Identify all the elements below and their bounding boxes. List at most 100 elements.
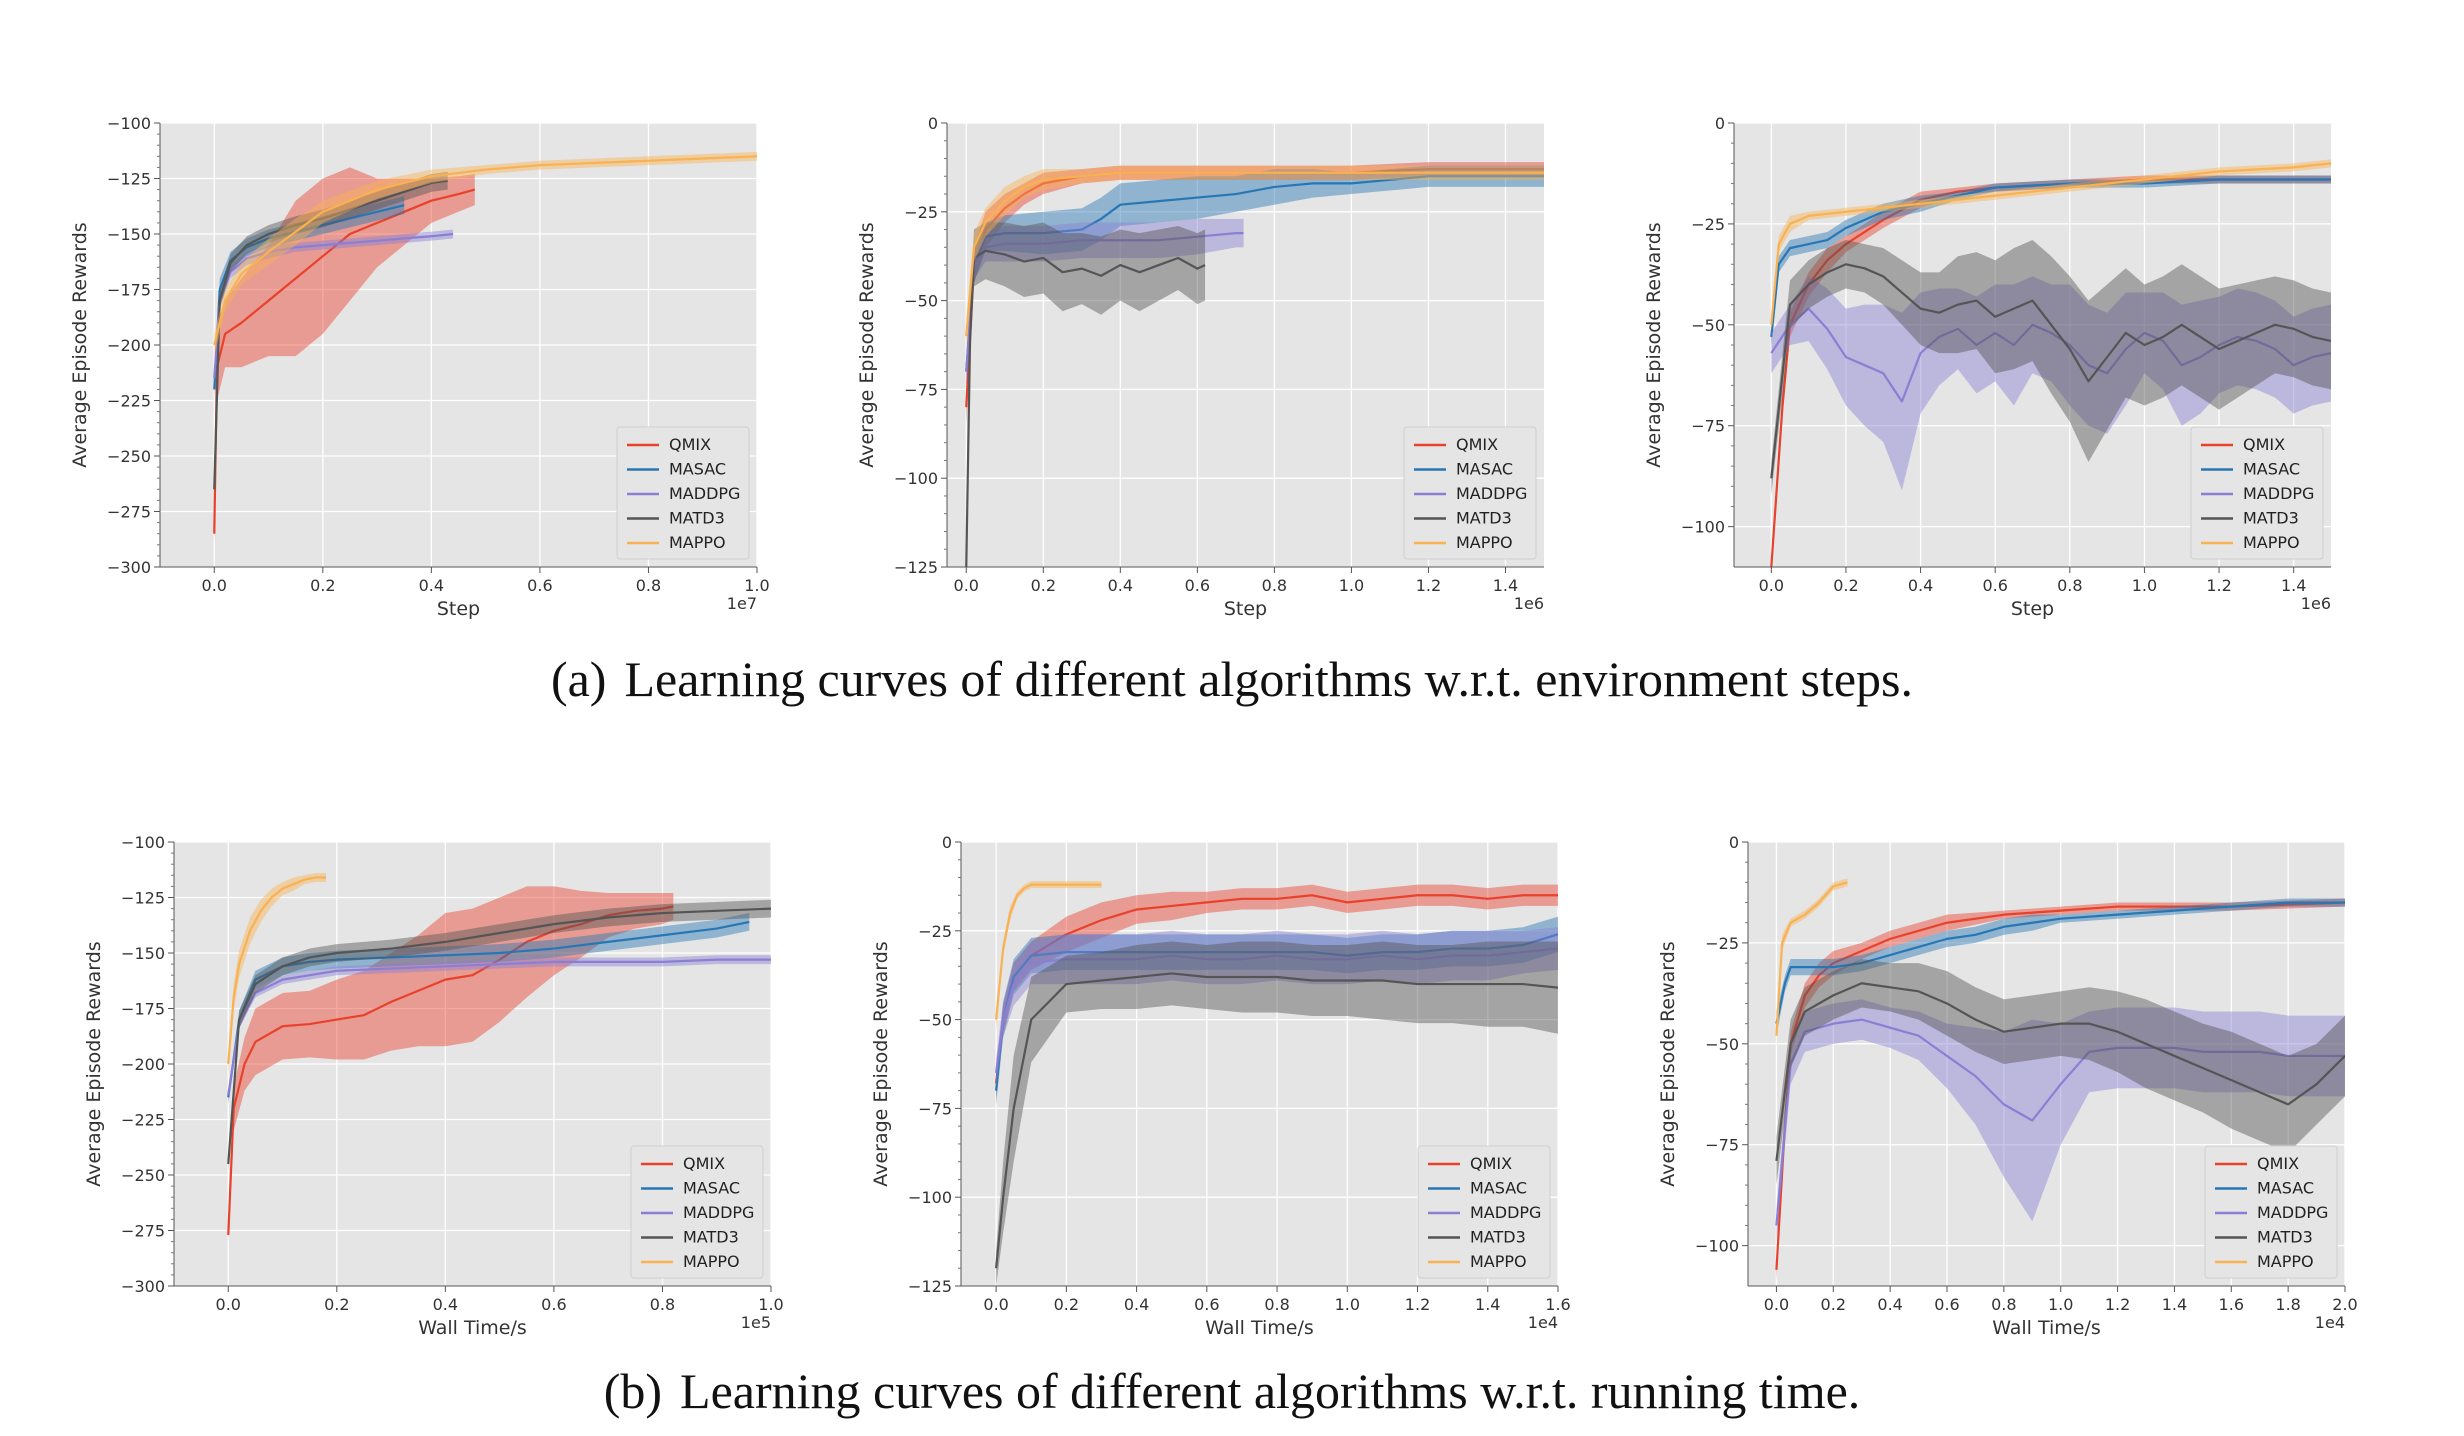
chart-a2-ylabel: Average Episode Rewards: [856, 222, 878, 467]
chart-a1-xlabel: Step: [437, 598, 480, 620]
chart-a1-legend-label-maddpg: MADDPG: [669, 484, 740, 503]
chart-b2: 0.0 0.2 0.4 0.6 0.8 1.0 1.2 1.4 1.6 −125 −100 −75 −5…: [870, 833, 1571, 1339]
chart-a3-xlabel: Step: [2011, 598, 2054, 620]
chart-b3-band-maddpg: [1776, 999, 2345, 1242]
chart-a2-xtick-label: 1.4: [1493, 576, 1518, 595]
chart-b3-ytick-label: −75: [1705, 1136, 1739, 1155]
chart-b3-xtick-label: 0.0: [1764, 1295, 1789, 1314]
chart-b1-line-mappo: [227, 876, 326, 1065]
chart-b3-xtick-label: 2.0: [2332, 1295, 2357, 1314]
chart-a3-series-group: [1770, 159, 2331, 567]
chart-a2-xtick-label: 0.6: [1185, 576, 1210, 595]
chart-a2-ytick-label: −25: [904, 203, 938, 222]
chart-b1-legend-box: [630, 1145, 764, 1279]
chart-b1-legend-label-qmix: QMIX: [683, 1154, 725, 1173]
chart-b3-line-qmix: [1775, 901, 2345, 1270]
chart-b3-xtick-label: 1.6: [2219, 1295, 2244, 1314]
chart-a2-ytick-label: −75: [904, 380, 938, 399]
chart-a3-band-mappo: [1771, 159, 2331, 333]
chart-a1: 0.0 0.2 0.4 0.6 0.8 1.0 −300 −275 −250 −225 −200 −1…: [69, 114, 770, 620]
chart-a1-ytick-label: −125: [107, 170, 151, 189]
chart-a3-line-mappo: [1770, 162, 2331, 325]
chart-b2-line-mappo: [995, 883, 1102, 1020]
chart-b1-xtick-label: 0.0: [216, 1295, 241, 1314]
chart-b2-band-masac: [996, 916, 1558, 1105]
chart-a3-ylabel: Average Episode Rewards: [1643, 222, 1665, 467]
chart-a2-legend: QMIX MASAC MADDPG MATD3 MAPPO: [1403, 426, 1537, 560]
chart-b1-legend-label-matd3: MATD3: [683, 1228, 739, 1247]
chart-a3-legend-label-qmix: QMIX: [2243, 435, 2285, 454]
chart-a3-xtick-label: 0.0: [1759, 576, 1784, 595]
chart-b2-band-qmix: [996, 884, 1558, 1098]
chart-b2-ytick-label: −75: [918, 1099, 952, 1118]
caption-b-text: Learning curves of different algorithms …: [680, 1363, 1861, 1419]
chart-b2-legend-label-maddpg: MADDPG: [1470, 1203, 1541, 1222]
chart-a2-band-qmix: [966, 162, 1544, 425]
chart-b3-ylabel: Average Episode Rewards: [1657, 941, 1679, 1186]
chart-b1: 0.0 0.2 0.4 0.6 0.8 1.0 −300 −275 −250 −225 −200 −1…: [83, 833, 784, 1339]
chart-a1-line-qmix: [213, 188, 476, 534]
chart-b2-series-group: [995, 881, 1558, 1286]
chart-a2-legend-label-mappo: MAPPO: [1456, 533, 1513, 552]
chart-b3-xtick-label: 0.8: [1991, 1295, 2016, 1314]
chart-a1-legend-box: [616, 426, 750, 560]
chart-a1-ylabel: Average Episode Rewards: [69, 222, 91, 467]
caption-b-tag: (b): [603, 1363, 663, 1419]
chart-b3-xtick-label: 1.0: [2048, 1295, 2073, 1314]
chart-a3-legend-label-mappo: MAPPO: [2243, 533, 2300, 552]
chart-b1-xtick-label: 0.8: [650, 1295, 675, 1314]
chart-b3-legend: QMIX MASAC MADDPG MATD3 MAPPO: [2204, 1145, 2338, 1279]
chart-a2-band-mappo: [966, 165, 1544, 354]
chart-b2-line-masac: [995, 933, 1558, 1091]
chart-a2-ytick-label: −50: [904, 292, 938, 311]
chart-a3-legend-label-matd3: MATD3: [2243, 509, 2299, 528]
chart-b2-legend: QMIX MASAC MADDPG MATD3 MAPPO: [1417, 1145, 1551, 1279]
chart-a2: 0.0 0.2 0.4 0.6 0.8 1.0 1.2 1.4 −125 −100 −75 −50 −2…: [856, 114, 1544, 620]
chart-b2-ytick-label: −100: [908, 1188, 952, 1207]
chart-a1-x-scale-label: 1e7: [727, 594, 757, 613]
chart-a2-ytick-label: −125: [894, 558, 938, 577]
chart-a2-band-matd3: [966, 222, 1206, 567]
chart-a1-xtick-label: 0.8: [636, 576, 661, 595]
chart-b1-x-scale-label: 1e5: [741, 1313, 771, 1332]
chart-b1-ylabel: Average Episode Rewards: [83, 941, 105, 1186]
chart-a3-xtick-label: 0.8: [2057, 576, 2082, 595]
chart-a3-legend: QMIX MASAC MADDPG MATD3 MAPPO: [2190, 426, 2324, 560]
chart-a1-legend-label-qmix: QMIX: [669, 435, 711, 454]
chart-a3-band-matd3: [1771, 240, 2331, 495]
chart-b3-xlabel: Wall Time/s: [1992, 1317, 2101, 1339]
chart-a1-line-mappo: [213, 155, 757, 346]
chart-a2-ytick-label: 0: [928, 114, 938, 133]
chart-a1-ytick-label: −175: [107, 281, 151, 300]
chart-a3-xtick-label: 1.2: [2206, 576, 2231, 595]
chart-b3-xtick-label: 0.2: [1821, 1295, 1846, 1314]
chart-b3-x-scale-label: 1e4: [2315, 1313, 2345, 1332]
chart-b2-x-scale-label: 1e4: [1528, 1313, 1558, 1332]
chart-a1-ytick-label: −250: [107, 447, 151, 466]
chart-b1-ytick-label: −225: [121, 1111, 165, 1130]
chart-a3-legend-box: [2190, 426, 2324, 560]
caption-a-text: Learning curves of different algorithms …: [624, 651, 1914, 707]
chart-b3-line-mappo: [1775, 881, 1848, 1036]
chart-a2-x-scale-label: 1e6: [1514, 594, 1544, 613]
chart-b3: 0.0 0.2 0.4 0.6 0.8 1.0 1.2 1.4 1.6 1.8 2.0 −100 −75…: [1657, 833, 2358, 1339]
chart-a2-legend-label-qmix: QMIX: [1456, 435, 1498, 454]
chart-b1-ytick-label: −100: [121, 833, 165, 852]
chart-b2-ylabel: Average Episode Rewards: [870, 941, 892, 1186]
chart-a2-line-masac: [965, 175, 1544, 372]
chart-a1-xtick-label: 0.6: [527, 576, 552, 595]
chart-a3-ytick-label: −50: [1691, 316, 1725, 335]
chart-a2-xtick-label: 0.0: [954, 576, 979, 595]
chart-a2-line-matd3: [965, 249, 1206, 567]
chart-b3-line-maddpg: [1775, 1018, 2345, 1226]
chart-b2-legend-label-mappo: MAPPO: [1470, 1252, 1527, 1271]
chart-b3-legend-box: [2204, 1145, 2338, 1279]
chart-b2-ytick-label: −125: [908, 1277, 952, 1296]
chart-b1-legend-label-maddpg: MADDPG: [683, 1203, 754, 1222]
chart-b3-band-matd3: [1776, 959, 2345, 1186]
chart-b3-xtick-label: 1.2: [2105, 1295, 2130, 1314]
chart-a3-xtick-label: 1.0: [2132, 576, 2157, 595]
chart-a1-legend: QMIX MASAC MADDPG MATD3 MAPPO: [616, 426, 750, 560]
chart-b1-ytick-label: −275: [121, 1222, 165, 1241]
